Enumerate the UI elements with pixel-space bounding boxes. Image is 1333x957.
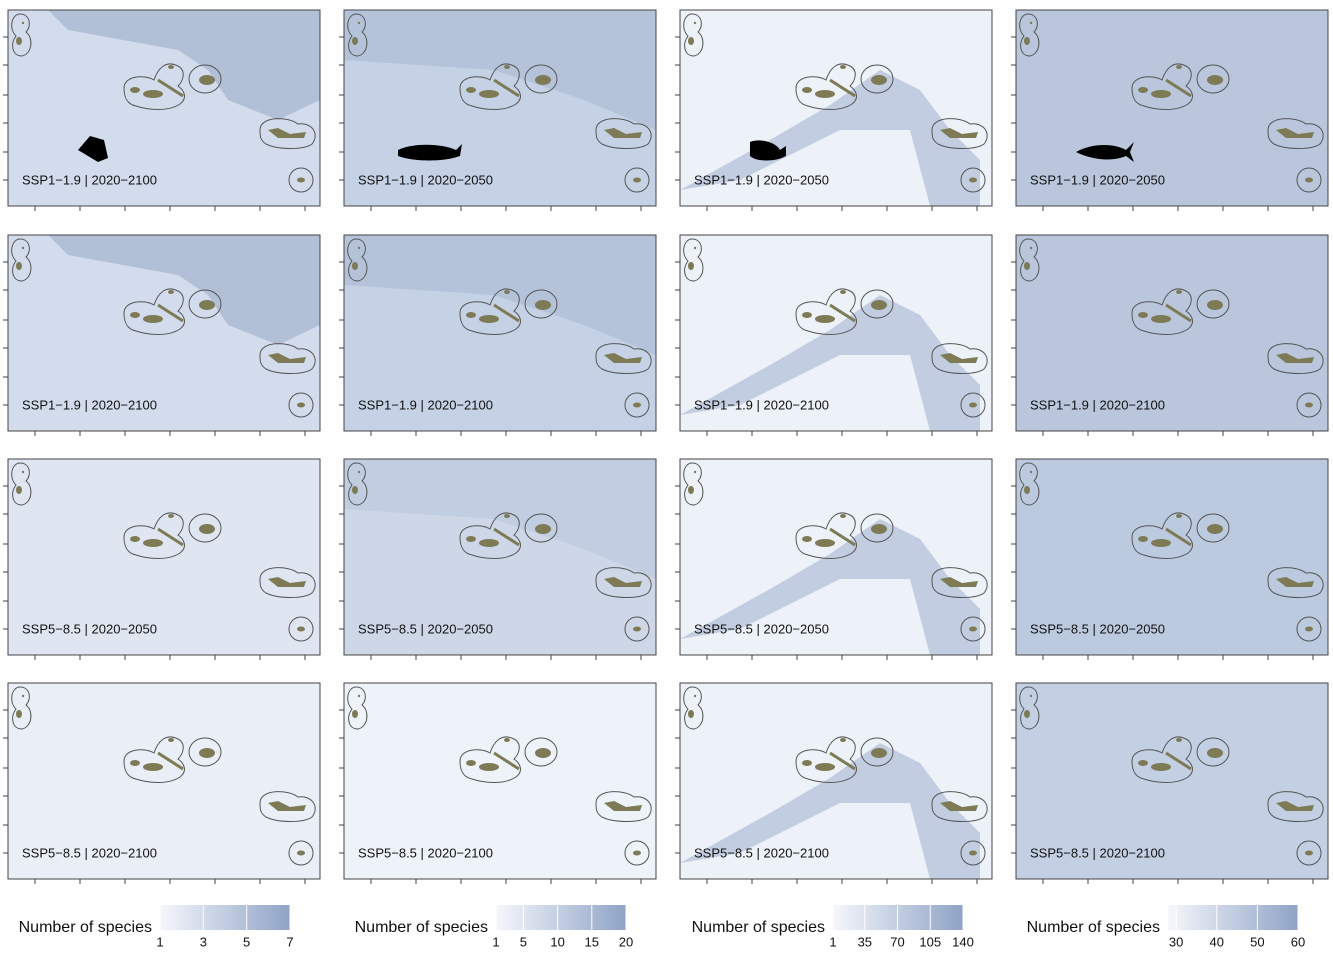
legend-title: Number of species: [355, 919, 488, 936]
colorbar: [160, 905, 290, 930]
colorbar-tick-label: 50: [1250, 934, 1264, 949]
colorbar-tick-label: 105: [919, 934, 941, 949]
panel-label: SSP5−8.5 | 2020−2050: [22, 621, 157, 636]
colorbar-tick-label: 5: [520, 934, 527, 949]
colorbar-tick-label: 140: [952, 934, 974, 949]
legend-title: Number of species: [692, 919, 825, 936]
map-panel: SSP5−8.5 | 2020−2050: [339, 459, 656, 660]
map-panel: SSP5−8.5 | 2020−2050: [675, 459, 992, 660]
map-panel: SSP1−1.9 | 2020−2100: [675, 235, 992, 436]
map-panel: SSP5−8.5 | 2020−2100: [675, 683, 992, 884]
colorbar-tick-label: 30: [1169, 934, 1183, 949]
panel-label: SSP1−1.9 | 2020−2050: [1030, 172, 1165, 187]
map-panel: SSP5−8.5 | 2020−2100: [3, 683, 320, 884]
colorbar-tick-label: 15: [585, 934, 599, 949]
panel-label: SSP5−8.5 | 2020−2050: [1030, 621, 1165, 636]
legend-title: Number of species: [1027, 919, 1160, 936]
panel-label: SSP1−1.9 | 2020−2050: [358, 172, 493, 187]
colorbar-tick-label: 3: [200, 934, 207, 949]
map-panel: SSP1−1.9 | 2020−2050: [675, 10, 992, 211]
panel-label: SSP1−1.9 | 2020−2100: [22, 172, 157, 187]
map-panel: SSP1−1.9 | 2020−2100: [3, 235, 320, 436]
colorbar: [1168, 905, 1298, 930]
panel-label: SSP1−1.9 | 2020−2100: [1030, 397, 1165, 412]
map-panel: SSP1−1.9 | 2020−2050: [339, 10, 656, 211]
map-panel: SSP5−8.5 | 2020−2050: [3, 459, 320, 660]
map-panel: SSP1−1.9 | 2020−2100: [3, 10, 320, 211]
colorbar-tick-label: 10: [550, 934, 564, 949]
panel-label: SSP5−8.5 | 2020−2100: [694, 845, 829, 860]
panel-label: SSP1−1.9 | 2020−2050: [694, 172, 829, 187]
map-panel: SSP5−8.5 | 2020−2050: [1011, 459, 1328, 660]
panel-label: SSP5−8.5 | 2020−2050: [358, 621, 493, 636]
colorbar-tick-label: 35: [858, 934, 872, 949]
panel-label: SSP5−8.5 | 2020−2100: [358, 845, 493, 860]
map-panel: SSP5−8.5 | 2020−2100: [339, 683, 656, 884]
map-panel: SSP1−1.9 | 2020−2100: [1011, 235, 1328, 436]
panel-label: SSP1−1.9 | 2020−2100: [358, 397, 493, 412]
colorbar-tick-label: 5: [243, 934, 250, 949]
colorbar-tick-label: 1: [829, 934, 836, 949]
panel-label: SSP1−1.9 | 2020−2100: [694, 397, 829, 412]
figure: SSP1−1.9 | 2020−2100 SSP1−1.9 | 2020−2050…: [0, 0, 1333, 952]
colorbar-tick-label: 40: [1210, 934, 1224, 949]
colorbar-tick-label: 60: [1291, 934, 1305, 949]
colorbar-tick-label: 7: [286, 934, 293, 949]
map-panel: SSP5−8.5 | 2020−2100: [1011, 683, 1328, 884]
panel-label: SSP1−1.9 | 2020−2100: [22, 397, 157, 412]
panel-label: SSP5−8.5 | 2020−2100: [1030, 845, 1165, 860]
colorbar: [496, 905, 626, 930]
colorbar-tick-label: 1: [156, 934, 163, 949]
map-panel: SSP1−1.9 | 2020−2100: [339, 235, 656, 436]
map-panel: SSP1−1.9 | 2020−2050: [1011, 10, 1328, 211]
colorbar-tick-label: 20: [619, 934, 633, 949]
legend-title: Number of species: [19, 919, 152, 936]
colorbar-tick-label: 70: [890, 934, 904, 949]
panel-label: SSP5−8.5 | 2020−2050: [694, 621, 829, 636]
panel-label: SSP5−8.5 | 2020−2100: [22, 845, 157, 860]
colorbar-tick-label: 1: [492, 934, 499, 949]
